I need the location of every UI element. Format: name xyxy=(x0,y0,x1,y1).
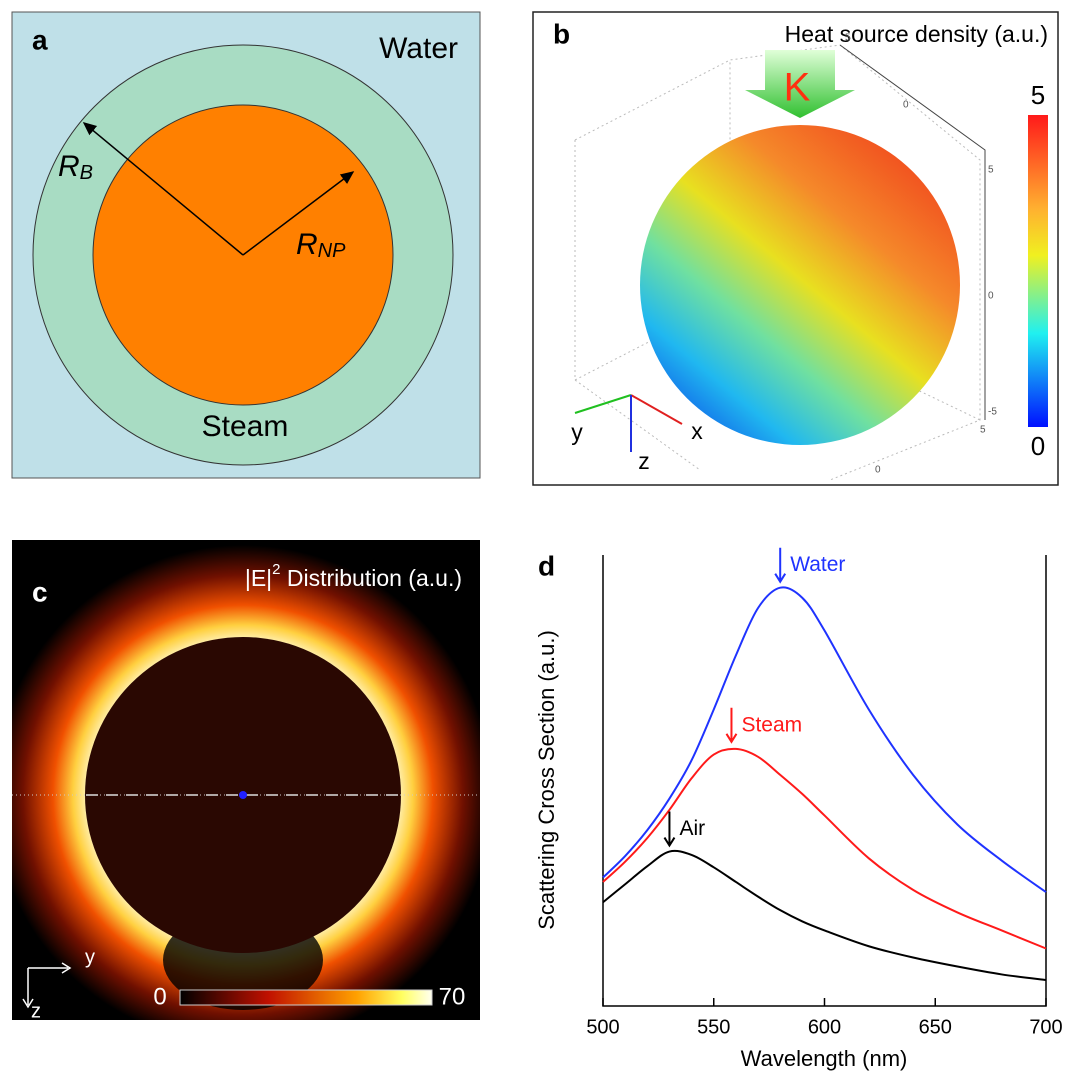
colorbar-label: 0 xyxy=(1031,431,1045,461)
panel-c: c |E|2 Distribution (a.u.) 0 70 y z xyxy=(12,540,480,1022)
panel-title: Heat source density (a.u.) xyxy=(785,21,1048,47)
box-tick: 5 xyxy=(845,33,851,44)
title-rest: Distribution (a.u.) xyxy=(280,565,462,591)
symbol: R xyxy=(296,228,318,261)
panel-label: c xyxy=(32,576,48,607)
annotation-arrow xyxy=(663,811,676,848)
colorbar xyxy=(1028,115,1048,427)
subscript: NP xyxy=(318,240,346,262)
panel-d: d Wavelength (nm) Scattering Cross Secti… xyxy=(534,547,1063,1071)
k-arrow xyxy=(745,50,855,118)
symbol: R xyxy=(58,150,80,183)
box-tick: 0 xyxy=(903,100,909,111)
annotation-arrow xyxy=(774,547,787,584)
axis-lines xyxy=(27,967,68,1005)
axis-label: x xyxy=(691,418,703,444)
center-dot xyxy=(239,791,247,799)
axis-arrow xyxy=(574,394,632,414)
x-tick-label: 550 xyxy=(697,1016,730,1038)
title-main: |E| xyxy=(245,565,272,591)
annotation: Air xyxy=(679,817,705,840)
wavevector-label: K xyxy=(784,66,811,110)
box-tick: 0 xyxy=(875,465,881,476)
annotation: Steam xyxy=(741,713,802,736)
panel-label: a xyxy=(32,24,48,55)
box-edge xyxy=(839,44,986,420)
colorbar xyxy=(179,989,433,1006)
line xyxy=(602,586,1047,893)
colorbar-label: 70 xyxy=(439,983,466,1010)
line xyxy=(602,747,1047,950)
box-tick: 0 xyxy=(988,291,994,302)
annotation-arrow xyxy=(725,707,738,744)
box-ticks: 5 0 5 0 -5 5 0 xyxy=(845,33,997,476)
x-axis-label: Wavelength (nm) xyxy=(741,1046,908,1071)
panel-a: a Water Steam RB RNP xyxy=(11,11,481,479)
box-tick: -5 xyxy=(988,407,997,418)
box-grid xyxy=(574,44,981,481)
radius-arrow xyxy=(82,122,244,256)
panel-label: d xyxy=(538,550,555,581)
axis-label: z xyxy=(638,448,650,474)
x-tick-label: 500 xyxy=(586,1016,619,1038)
medium-label: Water xyxy=(379,32,458,65)
axis-label: z xyxy=(31,1000,41,1022)
axis-label: y xyxy=(85,946,95,968)
panel-title: |E|2 Distribution (a.u.) xyxy=(245,561,462,591)
colorbar-label: 0 xyxy=(153,983,166,1010)
title-sup: 2 xyxy=(272,561,280,578)
panel-b: K 5 0 b Heat source density (a.u.) x y z… xyxy=(532,11,1059,486)
box-tick: 5 xyxy=(980,425,986,436)
box-tick: 5 xyxy=(988,165,994,176)
radius-label: RNP xyxy=(296,228,346,262)
x-tick-label: 700 xyxy=(1029,1016,1062,1038)
x-tick-label: 600 xyxy=(808,1016,841,1038)
axis-arrow xyxy=(630,394,683,425)
annotation: Water xyxy=(790,553,845,576)
colorbar-label: 5 xyxy=(1031,80,1045,110)
axes-frame xyxy=(602,555,1047,1007)
y-axis-label: Scattering Cross Section (a.u.) xyxy=(534,630,559,930)
medium-label: Steam xyxy=(202,410,289,443)
axis-label: y xyxy=(571,419,583,445)
radius-label: RB xyxy=(58,150,93,184)
axis-arrowheads xyxy=(22,962,72,1009)
subscript: B xyxy=(80,162,93,184)
line xyxy=(602,849,1047,982)
sphere xyxy=(640,125,960,445)
radius-arrow xyxy=(242,171,355,256)
x-tick-label: 650 xyxy=(919,1016,952,1038)
panel-label: b xyxy=(553,18,570,49)
